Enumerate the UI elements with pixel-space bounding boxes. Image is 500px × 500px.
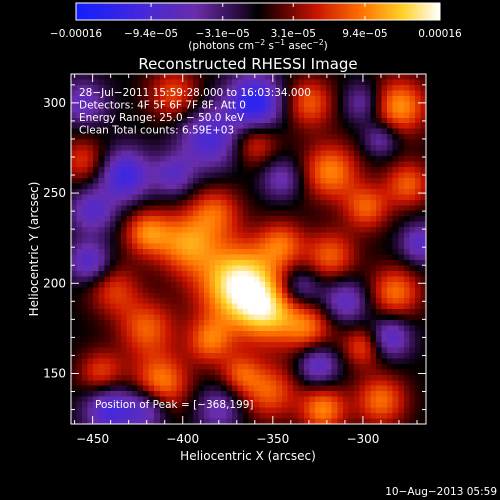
x-tick-label: −450: [76, 432, 109, 446]
colorbar-ticks: [75, 3, 441, 20]
y-tick-label: 300: [43, 96, 66, 110]
colorbar-frame: [75, 2, 441, 21]
footer-timestamp: 10−Aug−2013 05:59: [385, 486, 497, 498]
colorbar: −0.00016 −9.4e−05 −3.1e−05 3.1e−05 9.4e−05 0.…: [50, 2, 462, 52]
colorbar-tick-label: 0.00016: [418, 28, 462, 40]
y-tick-label: 250: [43, 186, 66, 200]
observation-info: 28−Jul−2011 15:59:28.000 to 16:03:34.000…: [79, 87, 311, 137]
info-line: Clean Total counts: 6.59E+03: [79, 125, 234, 137]
y-axis-label: Heliocentric Y (arcsec): [27, 182, 41, 317]
units-exp1: −2: [254, 38, 265, 47]
x-tick-label: −350: [256, 432, 289, 446]
plot-frame: [70, 73, 427, 425]
colorbar-gradient: [76, 3, 440, 20]
units-suffix: ): [324, 40, 328, 52]
heatmap-image: [71, 74, 426, 424]
units-exp2: −1: [274, 38, 285, 47]
colorbar-tick-label: −0.00016: [50, 28, 103, 40]
y-tick-label: 150: [43, 366, 66, 380]
y-tick-label: 200: [43, 276, 66, 290]
units-mid2: asec: [285, 40, 313, 52]
info-line: Energy Range: 25.0 − 50.0 keV: [79, 112, 245, 124]
y-axis-ticks: [71, 84, 426, 411]
peak-position-text: Position of Peak = [−368,199]: [95, 399, 254, 411]
info-line: Detectors: 4F 5F 6F 7F 8F, Att 0: [79, 100, 246, 112]
colorbar-tick-label: −3.1e−05: [196, 28, 250, 40]
colorbar-units-label: (photons cm−2 s−1 asec−2): [188, 38, 327, 52]
x-axis-label: Heliocentric X (arcsec): [180, 449, 316, 463]
x-axis-tick-labels: −450 −400 −350 −300: [76, 432, 379, 446]
x-axis-ticks: [74, 74, 418, 424]
chart-title: Reconstructed RHESSI Image: [138, 55, 357, 73]
x-tick-label: −300: [346, 432, 379, 446]
units-mid: s: [265, 40, 274, 52]
units-exp3: −2: [313, 38, 324, 47]
colorbar-tick-label: −9.4e−05: [124, 28, 178, 40]
x-tick-label: −400: [166, 432, 199, 446]
plot-area: −450 −400 −350 −300 150 200 250 300: [43, 73, 427, 446]
colorbar-tick-label: 3.1e−05: [271, 28, 316, 40]
units-prefix: (photons cm: [188, 40, 254, 52]
info-line: 28−Jul−2011 15:59:28.000 to 16:03:34.000: [79, 87, 311, 99]
colorbar-tick-labels: −0.00016 −9.4e−05 −3.1e−05 3.1e−05 9.4e−05 0.…: [50, 28, 462, 40]
y-axis-tick-labels: 150 200 250 300: [43, 96, 66, 381]
colorbar-tick-label: 9.4e−05: [342, 28, 387, 40]
